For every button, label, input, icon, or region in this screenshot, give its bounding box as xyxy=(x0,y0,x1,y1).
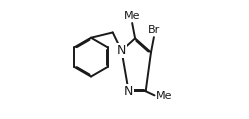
Text: N: N xyxy=(117,44,126,57)
Text: Me: Me xyxy=(156,91,173,101)
Text: Br: Br xyxy=(148,25,160,35)
Text: Me: Me xyxy=(124,11,140,21)
Text: N: N xyxy=(124,85,133,98)
